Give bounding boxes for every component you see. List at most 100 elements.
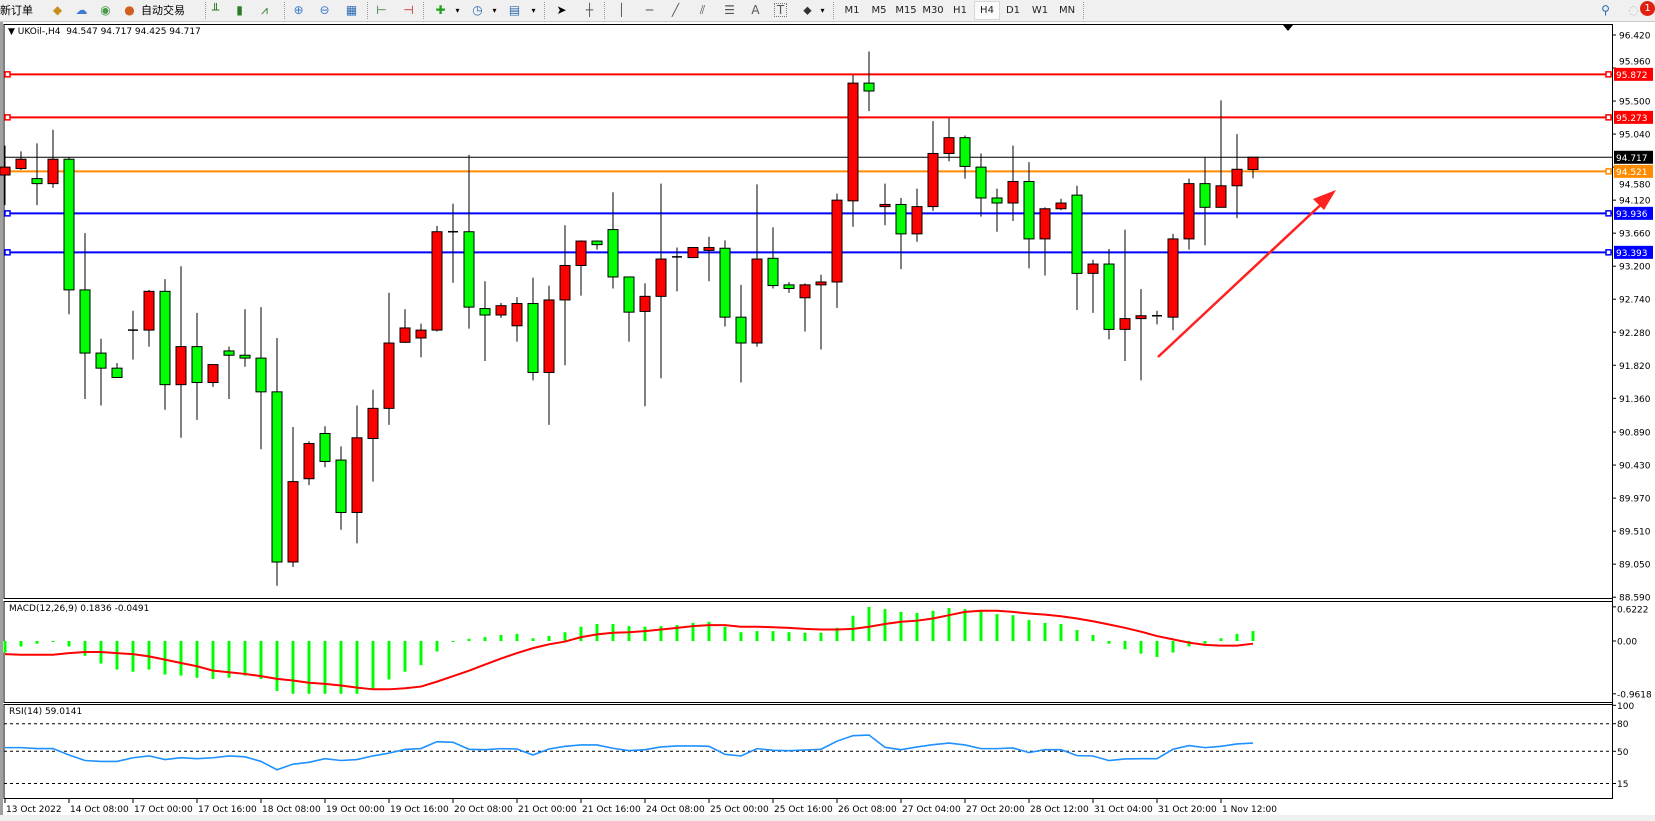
timeframe-m15[interactable]: M15 bbox=[895, 5, 917, 16]
price-label-box bbox=[1614, 245, 1653, 259]
timeframe-m5[interactable]: M5 bbox=[871, 5, 887, 16]
candle bbox=[672, 247, 682, 292]
time-tick-label: 17 Oct 16:00 bbox=[198, 805, 257, 815]
time-axis[interactable]: 13 Oct 2022 14 Oct 08:00 17 Oct 00:00 17 Oc… bbox=[4, 799, 1277, 815]
fibonacci-icon[interactable]: ☰ bbox=[724, 3, 735, 17]
new-chart-icon[interactable]: ✚ bbox=[435, 3, 446, 17]
candle-body bbox=[239, 354, 251, 359]
candle bbox=[239, 309, 251, 367]
auto-trading-icon[interactable]: ● bbox=[124, 3, 135, 17]
candle bbox=[623, 276, 635, 342]
search-icon[interactable]: ⚲ bbox=[1601, 3, 1610, 17]
cursor-icon[interactable]: ➤ bbox=[556, 3, 567, 17]
profiles-icon[interactable]: ☁ bbox=[75, 3, 88, 17]
price-tick-label: 94.120 bbox=[1619, 197, 1651, 207]
dropdown-arrow-icon[interactable]: ▾ bbox=[492, 6, 497, 15]
notification-badge[interactable]: 1 bbox=[1640, 1, 1655, 16]
candle-body bbox=[415, 329, 427, 339]
macd-bar bbox=[659, 626, 663, 641]
candle bbox=[959, 135, 971, 179]
timeframe-w1[interactable]: W1 bbox=[1031, 5, 1049, 16]
separator bbox=[604, 2, 605, 19]
macd-bar bbox=[771, 631, 775, 641]
candle-body bbox=[543, 299, 555, 373]
candle bbox=[1152, 310, 1162, 325]
price-tick-label: 95.960 bbox=[1619, 58, 1651, 68]
zoom-out-icon[interactable]: ⊖ bbox=[319, 3, 330, 17]
vertical-line-icon[interactable]: │ bbox=[617, 3, 626, 17]
time-tick-label: 19 Oct 16:00 bbox=[390, 805, 449, 815]
new-order-button[interactable]: 新订单 bbox=[0, 4, 33, 17]
macd-bar bbox=[1203, 641, 1207, 644]
line-chart-icon[interactable]: ⩘ bbox=[261, 3, 268, 17]
candle bbox=[79, 233, 91, 400]
time-tick-label: 19 Oct 00:00 bbox=[326, 805, 385, 815]
macd-bar bbox=[1219, 638, 1223, 641]
candle-body bbox=[639, 295, 651, 312]
price-axis[interactable]: 96.420 95.960 95.500 95.040 94.580 94.120 93.6… bbox=[1612, 24, 1653, 799]
macd-bar bbox=[467, 638, 471, 641]
candle bbox=[335, 446, 347, 530]
chart-shift-marker-icon[interactable] bbox=[1283, 25, 1293, 31]
annotation-arrow[interactable] bbox=[1157, 190, 1336, 358]
candle bbox=[799, 283, 811, 332]
dropdown-arrow-icon[interactable]: ▾ bbox=[820, 6, 825, 15]
candle-body bbox=[575, 240, 587, 266]
candle-body bbox=[223, 350, 235, 356]
candle-body bbox=[623, 276, 635, 313]
candlestick-icon[interactable]: ▮ bbox=[236, 3, 243, 17]
timeframe-d1[interactable]: D1 bbox=[1005, 5, 1021, 16]
dropdown-arrow-icon[interactable]: ▾ bbox=[455, 6, 460, 15]
separator bbox=[544, 2, 545, 19]
candle bbox=[927, 121, 939, 211]
zoom-in-icon[interactable]: ⊕ bbox=[293, 3, 304, 17]
notification-icon[interactable]: ◌ bbox=[1628, 3, 1639, 17]
shift-icon[interactable]: ⊣ bbox=[403, 3, 414, 17]
candle bbox=[1167, 233, 1179, 331]
candle-body bbox=[911, 206, 923, 235]
candle bbox=[591, 240, 603, 250]
text-label-icon[interactable]: T bbox=[774, 3, 787, 17]
candle-body bbox=[1103, 263, 1115, 330]
candle-body bbox=[879, 203, 891, 208]
folder-icon[interactable]: ◆ bbox=[52, 3, 63, 17]
horizontal-line-icon[interactable]: ─ bbox=[645, 3, 654, 17]
clock-icon[interactable]: ◷ bbox=[472, 3, 483, 17]
macd-bar bbox=[1107, 641, 1111, 644]
equidistant-channel-icon[interactable]: ⫽ bbox=[699, 3, 706, 17]
candle-body bbox=[831, 199, 843, 283]
time-tick-label: 17 Oct 00:00 bbox=[134, 805, 193, 815]
candle bbox=[1135, 289, 1147, 381]
candle bbox=[767, 227, 779, 289]
dropdown-arrow-icon[interactable]: ▾ bbox=[531, 6, 536, 15]
trend-line-icon[interactable]: ╱ bbox=[671, 3, 680, 17]
crosshair-icon[interactable]: ┼ bbox=[585, 3, 594, 17]
candle-body bbox=[63, 158, 75, 291]
macd-bar bbox=[435, 641, 439, 652]
auto-trading-button[interactable]: 自动交易 bbox=[141, 4, 185, 17]
template-icon[interactable]: ▤ bbox=[508, 3, 521, 17]
timeframe-m1[interactable]: M1 bbox=[844, 5, 860, 16]
text-icon[interactable]: A bbox=[751, 3, 760, 17]
tile-windows-icon[interactable]: ▦ bbox=[345, 3, 358, 17]
bar-chart-icon[interactable]: ╨ bbox=[211, 3, 220, 17]
timeframe-h1[interactable]: H1 bbox=[953, 5, 967, 16]
candle bbox=[847, 75, 859, 227]
candle-body bbox=[1231, 168, 1243, 187]
arrow-shaft[interactable] bbox=[1157, 197, 1329, 358]
macd-bar bbox=[691, 622, 695, 641]
candle-body bbox=[175, 346, 187, 386]
candle-body bbox=[527, 303, 539, 373]
scroll-icon[interactable]: ⊢ bbox=[376, 3, 387, 17]
separator bbox=[284, 2, 285, 19]
collapse-triangle-icon[interactable]: ▼ bbox=[8, 27, 15, 37]
timeframe-mn[interactable]: MN bbox=[1058, 5, 1076, 16]
time-tick-label: 24 Oct 08:00 bbox=[646, 805, 705, 815]
price-tick-label: 89.510 bbox=[1619, 528, 1651, 538]
arrows-icon[interactable]: ⬥ bbox=[803, 3, 812, 17]
timeframe-h4[interactable]: H4 bbox=[974, 1, 1000, 20]
signal-icon[interactable]: ◉ bbox=[100, 3, 111, 17]
time-tick-label: 13 Oct 2022 bbox=[6, 805, 62, 815]
timeframe-m30[interactable]: M30 bbox=[922, 5, 944, 16]
